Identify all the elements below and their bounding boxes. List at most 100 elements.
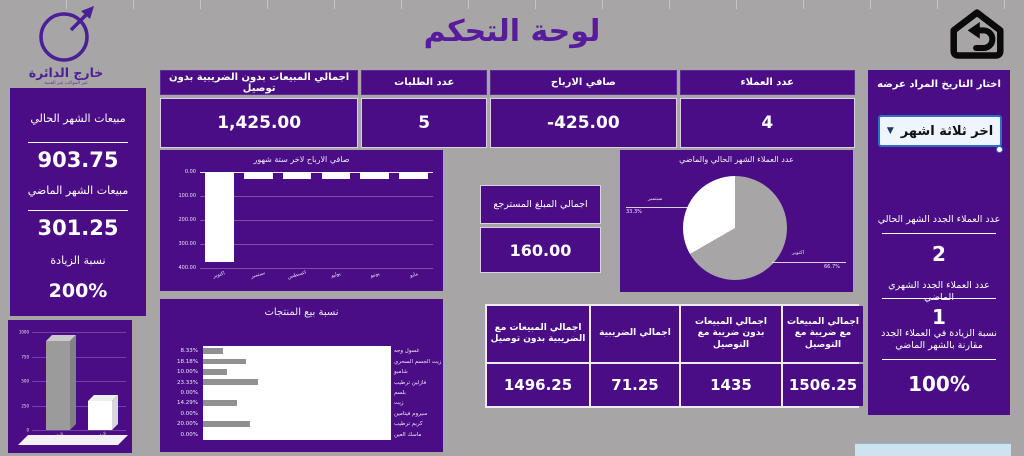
kpi-value: 5 (361, 98, 488, 148)
product-sales-chart-panel: نسبة بيع المنتجات 8.33% 18.18% 10.00% 23.33… (160, 299, 443, 452)
kpi-row: اجمالي المبيعات بدون الضريبية بدون توصيل… (160, 70, 856, 148)
divider (882, 298, 996, 299)
refund-kpi: اجمالي المبلغ المسترجع 160.00 (480, 185, 601, 273)
new-customers-increase-label: نسبة الزيادة في العملاء الجدد مقارنة بال… (881, 328, 997, 352)
current-month-sales-label: مبيعات الشهر الحالي (30, 112, 126, 125)
bar (203, 379, 258, 386)
divider (28, 142, 128, 143)
category-label: بلسم (394, 389, 406, 396)
kpi-label: صافي الارباح (490, 70, 677, 95)
pie-slice-label: سبتمبر (648, 196, 663, 202)
bar (321, 172, 351, 180)
y-tick-label: 1000 (18, 329, 29, 335)
brand-tagline: غير المواكب غير القمية (44, 81, 88, 86)
kpi-order-count: عدد الطلبات 5 (361, 70, 488, 148)
category-label: كريم ترطيب (394, 421, 423, 428)
bar (203, 348, 223, 354)
date-filter-panel: اختار التاريخ المراد عرضه ▼ اخر ثلاثة اش… (868, 70, 1010, 415)
bar (399, 172, 428, 180)
page-title: لوحة التحكم (423, 14, 601, 49)
bar (243, 172, 273, 180)
value-label: 8.33% (180, 348, 198, 355)
x-tick-label: سبتمبر (250, 270, 266, 280)
gridline (32, 356, 126, 358)
table-value: 1496.25 (487, 364, 589, 406)
divider (28, 210, 128, 211)
callout-line (626, 207, 690, 208)
increase-rate-label: نسبة الزيادة (50, 254, 106, 267)
gridline (200, 220, 433, 221)
kpi-value: -425.00 (490, 98, 677, 148)
category-label: زيت (394, 400, 404, 407)
sales-compare-chart-panel: 1000 750 500 250 0 الحالي الماضي (8, 320, 132, 453)
table-value: 1435 (681, 364, 781, 406)
value-label: 23.33% (177, 379, 198, 386)
bar (203, 358, 246, 365)
table-header: اجمالي الضريبية (591, 306, 679, 362)
value-label: 10.00% (177, 369, 198, 376)
table-value: 71.25 (591, 364, 679, 406)
kpi-net-profit: صافي الارباح -425.00 (490, 70, 677, 148)
kpi-label: اجمالي المبيعات بدون الضريبية بدون توصيل (160, 70, 359, 95)
circle-arrow-logo-icon (39, 6, 94, 62)
bar (360, 172, 390, 180)
value-label: 14.29% (177, 400, 198, 407)
bar (203, 400, 237, 407)
bar-3d (46, 335, 76, 430)
y-tick-label: 200.00 (178, 217, 197, 223)
customers-pie (683, 176, 787, 280)
table-header: اجمالي المبيعات بدون ضريبة مع التوصيل (681, 306, 781, 362)
category-label: غسول وجه (394, 348, 420, 355)
y-tick-label: 300.00 (178, 241, 197, 247)
value-label: 0.00% (180, 410, 198, 417)
x-tick-label: مايو (408, 270, 419, 280)
y-tick-label: 250 (21, 403, 29, 408)
refund-label: اجمالي المبلغ المسترجع (480, 185, 601, 224)
compare-plot: 1000 750 500 250 0 الحالي الماضي (19, 330, 126, 440)
new-customers-current-label: عدد العملاء الجدد الشهر الحالي (877, 214, 1001, 225)
y-tick-label: 0.00 (184, 169, 196, 175)
x-tick-label: يوليو (330, 270, 342, 280)
increase-rate-value: 200% (48, 280, 108, 302)
bar (282, 172, 312, 180)
refund-value: 160.00 (480, 227, 601, 273)
home-back-icon (950, 9, 1004, 59)
gridline (200, 244, 433, 245)
value-label: 20.00% (177, 421, 198, 428)
home-back-button[interactable] (946, 8, 1008, 62)
product-plot (203, 346, 391, 440)
value-label: 18.18% (177, 358, 198, 365)
gridline (32, 332, 126, 333)
bar (203, 368, 227, 375)
kpi-value: 1,425.00 (160, 98, 359, 148)
callout-line (772, 262, 846, 263)
kpi-label: عدد الطلبات (361, 70, 488, 95)
bar (205, 172, 234, 263)
pie-slice-percent: 33.3% (626, 209, 642, 215)
brand-name: خارج الدائرة (28, 65, 104, 80)
new-customers-current-value: 2 (932, 242, 946, 266)
product-categories: غسول وجه زيت الجسم السحري شامبو فازلين ترطي… (394, 346, 442, 440)
x-tick-label: اكتوبر (212, 270, 227, 280)
new-customers-last-value: 1 (932, 305, 946, 329)
y-tick-label: 0 (26, 427, 29, 433)
current-month-sales-value: 903.75 (37, 148, 119, 172)
category-label: فازلين ترطيب (394, 379, 427, 386)
category-label: ماسك العين (394, 431, 422, 438)
monthly-sales-panel: مبيعات الشهر الحالي 903.75 مبيعات الشهر … (10, 88, 146, 316)
category-label: زيت الجسم السحري (394, 358, 442, 365)
kpi-value: 4 (679, 98, 856, 148)
bar (203, 421, 250, 427)
divider (882, 359, 996, 360)
x-tick-label: يونيو (369, 270, 381, 280)
gridline (32, 430, 126, 431)
value-label: 0.00% (180, 431, 198, 438)
date-range-dropdown[interactable]: ▼ اخر ثلاثة اشهر (878, 115, 1002, 147)
sales-summary-table: اجمالي المبيعات مع الضريبية بدون توصيل ا… (485, 304, 863, 408)
last-month-sales-value: 301.25 (37, 216, 119, 240)
gridline (200, 172, 433, 173)
y-tick-label: 100.00 (178, 193, 197, 199)
y-tick-label: 400.00 (178, 265, 197, 271)
value-label: 0.00% (180, 389, 198, 396)
chart-title: عدد العملاء الشهر الحالي والماضي (679, 155, 794, 164)
